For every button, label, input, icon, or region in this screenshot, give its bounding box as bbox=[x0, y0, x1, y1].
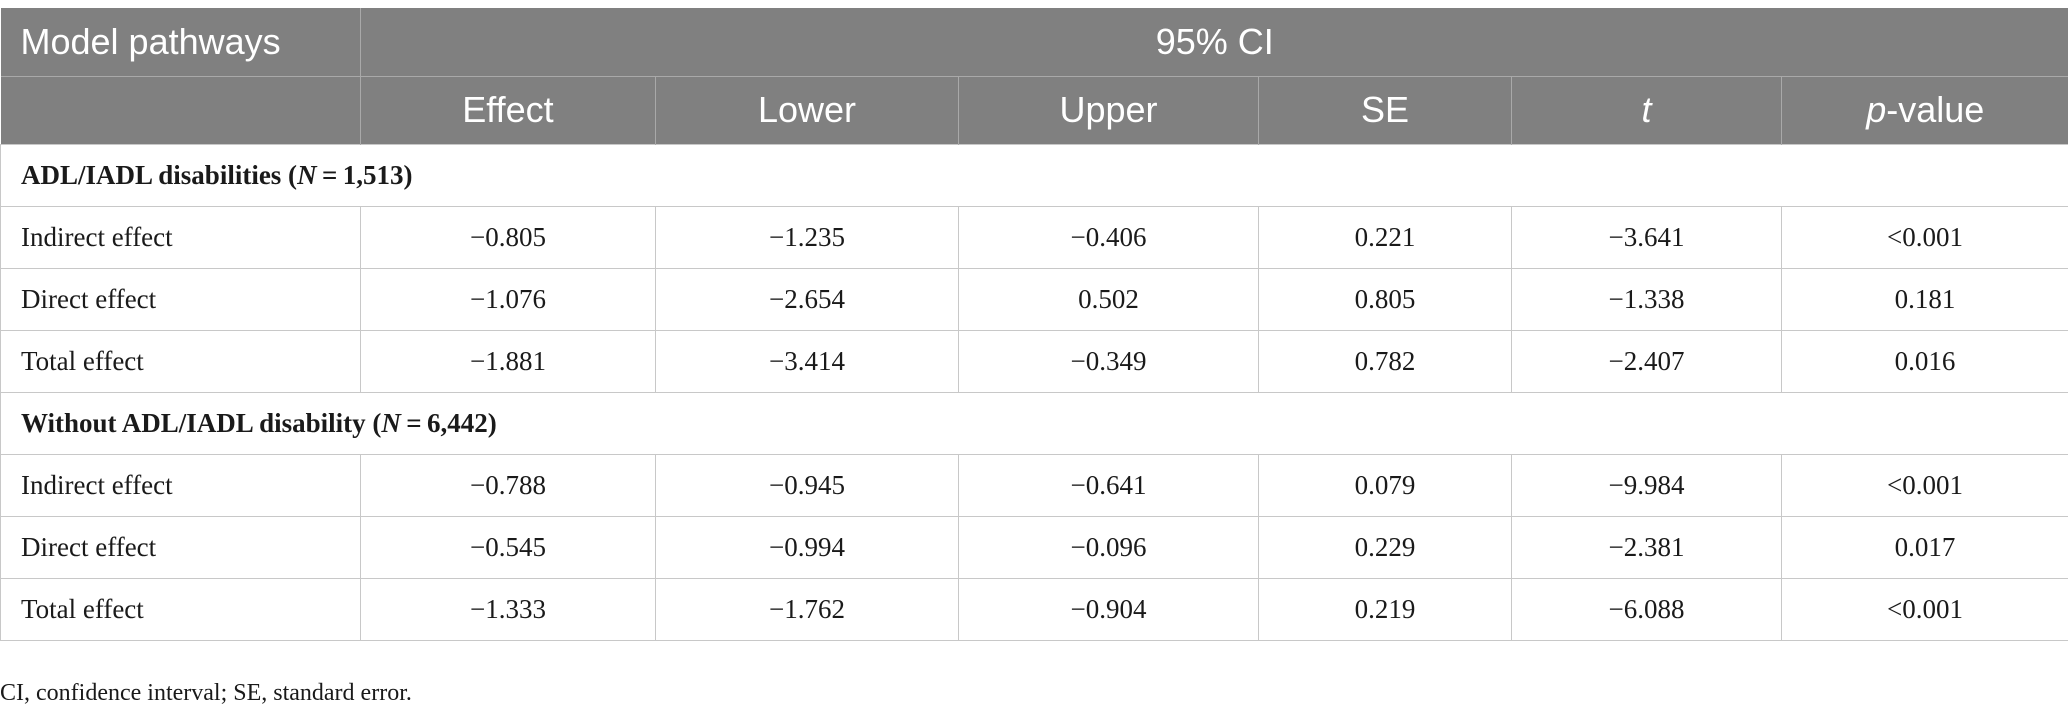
cell-t: −1.338 bbox=[1511, 267, 1782, 331]
table-row: Total effect −1.333 −1.762 −0.904 0.219 −6.08… bbox=[0, 577, 2068, 641]
cell-upper: −0.406 bbox=[958, 205, 1259, 269]
section-title: ADL/IADL disabilities (N = 1,513) bbox=[0, 143, 2068, 207]
cell-upper: −0.349 bbox=[958, 329, 1259, 393]
header-model-pathways: Model pathways bbox=[0, 8, 361, 77]
section-header-row: Without ADL/IADL disability (N = 6,442) bbox=[0, 391, 2068, 455]
header-effect: Effect bbox=[360, 76, 656, 144]
cell-p: <0.001 bbox=[1780, 577, 2068, 641]
cell-upper: −0.096 bbox=[958, 515, 1259, 579]
row-label: Direct effect bbox=[0, 515, 361, 579]
header-ci: 95% CI bbox=[360, 8, 2068, 77]
cell-effect: −0.805 bbox=[360, 205, 656, 269]
cell-upper: −0.904 bbox=[958, 577, 1259, 641]
cell-lower: −3.414 bbox=[655, 329, 959, 393]
cell-effect: −0.545 bbox=[360, 515, 656, 579]
cell-lower: −0.945 bbox=[655, 453, 959, 517]
cell-se: 0.782 bbox=[1258, 329, 1512, 393]
row-label: Indirect effect bbox=[0, 453, 361, 517]
row-label: Indirect effect bbox=[0, 205, 361, 269]
section-title: Without ADL/IADL disability (N = 6,442) bbox=[0, 391, 2068, 455]
cell-se: 0.219 bbox=[1258, 577, 1512, 641]
header-row-1: Model pathways 95% CI bbox=[0, 8, 2068, 77]
cell-effect: −1.076 bbox=[360, 267, 656, 331]
table-row: Total effect −1.881 −3.414 −0.349 0.782 −2.40… bbox=[0, 329, 2068, 393]
cell-effect: −1.333 bbox=[360, 577, 656, 641]
table-footnote: CI, confidence interval; SE, standard er… bbox=[0, 680, 412, 706]
cell-t: −2.407 bbox=[1511, 329, 1782, 393]
cell-effect: −1.881 bbox=[360, 329, 656, 393]
cell-lower: −0.994 bbox=[655, 515, 959, 579]
header-t: t bbox=[1511, 76, 1782, 144]
table-row: Indirect effect −0.805 −1.235 −0.406 0.221 −3… bbox=[0, 205, 2068, 269]
header-empty bbox=[0, 76, 361, 144]
cell-p: 0.017 bbox=[1780, 515, 2068, 579]
header-lower: Lower bbox=[655, 76, 959, 144]
cell-lower: −1.762 bbox=[655, 577, 959, 641]
cell-se: 0.805 bbox=[1258, 267, 1512, 331]
results-table: Model pathways 95% CI Effect Lower Upper… bbox=[0, 8, 2068, 641]
table-body: ADL/IADL disabilities (N = 1,513) Indirec… bbox=[0, 143, 2068, 641]
table-row: Indirect effect −0.788 −0.945 −0.641 0.079 −9… bbox=[0, 453, 2068, 517]
header-p-letter: p bbox=[1866, 89, 1887, 130]
header-upper: Upper bbox=[958, 76, 1259, 144]
cell-t: −2.381 bbox=[1511, 515, 1782, 579]
header-row-2: Effect Lower Upper SE t p-value bbox=[0, 76, 2068, 144]
cell-effect: −0.788 bbox=[360, 453, 656, 517]
section-title-n: N bbox=[381, 407, 401, 438]
row-label: Total effect bbox=[0, 577, 361, 641]
cell-p: 0.181 bbox=[1780, 267, 2068, 331]
cell-t: −3.641 bbox=[1511, 205, 1782, 269]
section-title-count: = 6,442) bbox=[400, 407, 497, 438]
cell-lower: −1.235 bbox=[655, 205, 959, 269]
section-title-text: ADL/IADL disabilities ( bbox=[21, 159, 298, 190]
section-title-count: = 1,513) bbox=[316, 159, 413, 190]
cell-se: 0.221 bbox=[1258, 205, 1512, 269]
cell-upper: −0.641 bbox=[958, 453, 1259, 517]
cell-upper: 0.502 bbox=[958, 267, 1259, 331]
cell-se: 0.229 bbox=[1258, 515, 1512, 579]
table-row: Direct effect −1.076 −2.654 0.502 0.805 −1.33… bbox=[0, 267, 2068, 331]
cell-se: 0.079 bbox=[1258, 453, 1512, 517]
row-label: Total effect bbox=[0, 329, 361, 393]
header-t-text: t bbox=[1641, 89, 1652, 130]
section-title-text: Without ADL/IADL disability ( bbox=[21, 407, 382, 438]
cell-t: −6.088 bbox=[1511, 577, 1782, 641]
header-p-value: p-value bbox=[1781, 76, 2068, 144]
row-label: Direct effect bbox=[0, 267, 361, 331]
header-se: SE bbox=[1258, 76, 1512, 144]
cell-p: <0.001 bbox=[1780, 205, 2068, 269]
section-header-row: ADL/IADL disabilities (N = 1,513) bbox=[0, 143, 2068, 207]
header-p-suffix: -value bbox=[1886, 89, 1985, 130]
cell-p: 0.016 bbox=[1780, 329, 2068, 393]
section-title-n: N bbox=[297, 159, 317, 190]
cell-t: −9.984 bbox=[1511, 453, 1782, 517]
cell-p: <0.001 bbox=[1780, 453, 2068, 517]
cell-lower: −2.654 bbox=[655, 267, 959, 331]
table-row: Direct effect −0.545 −0.994 −0.096 0.229 −2.3… bbox=[0, 515, 2068, 579]
